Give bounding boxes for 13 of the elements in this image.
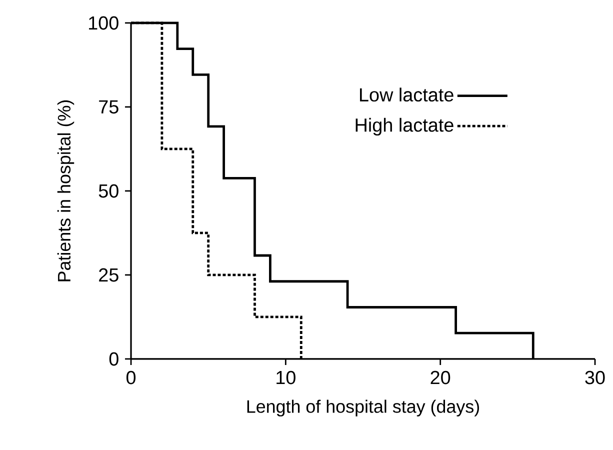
y-tick-label: 25 (99, 268, 118, 282)
x-axis-title: Length of hospital stay (days) (247, 400, 479, 416)
x-tick-label: 20 (430, 370, 450, 384)
x-tick-label: 0 (126, 370, 136, 384)
x-tick-label: 30 (585, 370, 605, 384)
y-tick-label: 50 (98, 184, 118, 198)
y-tick-label: 75 (99, 100, 118, 114)
y-tick-label: 100 (89, 16, 118, 30)
legend-label: Low lactate (360, 88, 454, 102)
y-axis-title: Patients in hospital (%) (57, 100, 74, 282)
x-tick-label: 10 (276, 370, 296, 384)
legend-label: High lactate (356, 118, 454, 136)
y-tick-label: 0 (109, 352, 118, 366)
